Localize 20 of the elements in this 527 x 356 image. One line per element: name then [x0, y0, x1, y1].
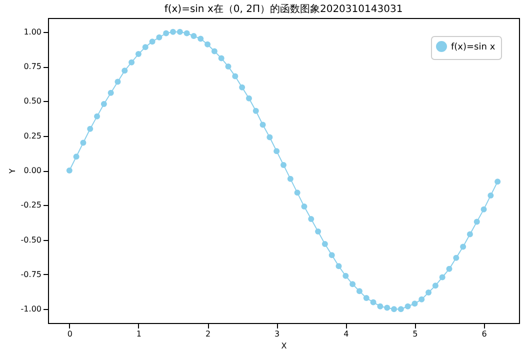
chart-title: f(x)=sin x在（0, 2Π）的函数图象2020310143031	[164, 3, 403, 15]
y-tick-label: -0.25	[20, 200, 42, 210]
y-tick-label: 0.75	[24, 62, 42, 72]
y-axis-title: Y	[8, 168, 17, 174]
y-tick-label: -1.00	[20, 304, 42, 314]
x-tick-label: 2	[205, 330, 211, 338]
y-tick-label: -0.50	[20, 235, 42, 244]
x-tick-label: 1	[136, 330, 142, 338]
legend-label: f(x)=sin x	[451, 42, 496, 52]
x-tick-label: 6	[482, 330, 487, 338]
x-axis-title: X	[281, 342, 288, 350]
y-tick-label: 1.00	[24, 27, 42, 36]
y-tick-label: -0.75	[20, 270, 42, 279]
x-tick-label: 0	[67, 330, 72, 338]
x-tick-label: 3	[274, 330, 280, 338]
y-tick-label: 0.50	[24, 96, 42, 106]
y-tick-label: 0.25	[24, 131, 42, 140]
x-tick-label: 4	[344, 330, 349, 338]
y-tick-label: 0.00	[24, 166, 42, 175]
x-tick-label: 5	[412, 330, 418, 338]
